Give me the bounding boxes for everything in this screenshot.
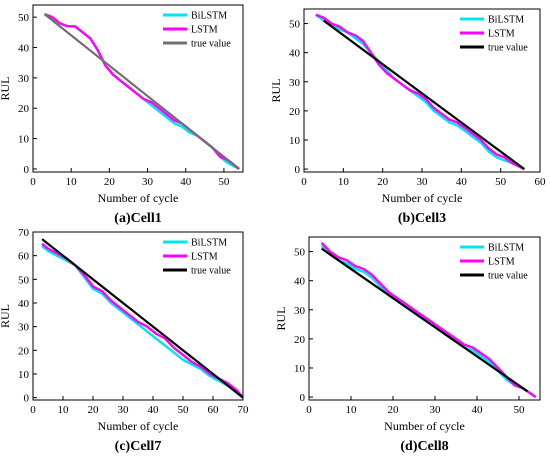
series-line-lstm: [320, 241, 537, 399]
x-tick-label: 60: [208, 404, 220, 416]
x-tick-label: 10: [66, 176, 78, 188]
x-tick-label: 40: [148, 404, 160, 416]
y-tick-label: 70: [18, 227, 30, 239]
x-axis-label: Number of cycle: [98, 419, 179, 433]
series-line-true-value: [323, 19, 525, 170]
y-tick-label: 40: [18, 43, 30, 55]
x-axis-label: Number of cycle: [384, 419, 465, 433]
y-axis-label: RUL: [0, 304, 12, 328]
y-tick-label: 30: [294, 305, 306, 317]
panel-caption: (d)Cell8: [400, 439, 448, 454]
y-tick-label: 0: [24, 164, 30, 176]
x-tick-label: 0: [30, 176, 36, 188]
y-axis-label: RUL: [269, 79, 283, 103]
x-tick-label: 40: [180, 176, 192, 188]
x-tick-label: 30: [118, 404, 130, 416]
y-tick-label: 20: [289, 106, 301, 118]
y-axis-label: RUL: [0, 77, 12, 101]
legend-label: true value: [191, 39, 231, 50]
legend-label: BiLSTM: [191, 238, 227, 249]
x-axis-label: Number of cycle: [98, 191, 179, 205]
y-tick-label: 20: [294, 334, 306, 346]
y-tick-label: 0: [24, 393, 30, 405]
x-tick-label: 10: [338, 176, 350, 188]
chart-panel-3: 0 10 20 30 40 50 60 70 0 10 20 30 40 50 60 70 BiLSTM LSTM…: [0, 227, 249, 454]
x-tick-label: 20: [377, 176, 389, 188]
plot-frame: [32, 231, 244, 401]
y-tick-label: 40: [18, 298, 30, 310]
x-tick-label: 30: [430, 404, 442, 416]
x-tick-label: 40: [456, 176, 468, 188]
series-line-true-value: [43, 13, 240, 170]
y-tick-label: 0: [295, 164, 301, 176]
x-tick-label: 20: [88, 404, 100, 416]
legend-label: BiLSTM: [488, 15, 524, 26]
panel-caption: (a)Cell1: [114, 211, 161, 226]
x-tick-label: 20: [388, 404, 400, 416]
x-tick-label: 70: [238, 404, 250, 416]
legend-label: LSTM: [191, 252, 218, 263]
chart-panel-2: 0 10 20 30 40 50 60 0 10 20 30 40 50 BiLSTM LSTM true v…: [269, 8, 547, 226]
x-tick-label: 0: [306, 404, 312, 416]
series-line-true-value: [41, 238, 244, 399]
series-line-lstm: [315, 13, 525, 171]
chart-panel-1: 0 10 20 30 40 50 0 10 20 30 40 50 BiLSTM LSTM true val…: [0, 4, 244, 226]
y-tick-label: 30: [289, 77, 301, 89]
legend-label: true value: [488, 271, 528, 282]
legend-label: LSTM: [488, 257, 515, 268]
x-tick-label: 30: [142, 176, 154, 188]
y-axis-label: RUL: [274, 307, 288, 331]
x-tick-label: 10: [346, 404, 358, 416]
y-tick-label: 50: [289, 19, 301, 31]
legend-label: true value: [191, 266, 231, 277]
chart-panel-4: 0 10 20 30 40 50 0 10 20 30 40 50 BiLSTM LSTM true val…: [274, 236, 541, 454]
legend-label: BiLSTM: [191, 11, 227, 22]
legend-label: BiLSTM: [488, 243, 524, 254]
y-tick-label: 0: [300, 392, 306, 404]
panel-caption: (b)Cell3: [398, 211, 446, 226]
y-tick-label: 50: [18, 12, 30, 24]
x-tick-label: 20: [104, 176, 116, 188]
x-tick-label: 60: [535, 176, 547, 188]
panel-caption: (c)Cell7: [115, 439, 162, 454]
plot-frame: [32, 4, 244, 173]
y-tick-label: 10: [289, 135, 301, 147]
y-tick-label: 30: [18, 73, 30, 85]
series-line-true-value: [320, 247, 529, 393]
y-tick-label: 40: [294, 276, 306, 288]
legend-label: LSTM: [191, 25, 218, 36]
y-tick-label: 20: [18, 103, 30, 115]
x-tick-label: 40: [472, 404, 484, 416]
y-tick-label: 60: [18, 251, 30, 263]
y-tick-label: 50: [18, 274, 30, 286]
y-tick-label: 40: [289, 48, 301, 60]
x-tick-label: 30: [417, 176, 429, 188]
y-tick-label: 10: [18, 369, 30, 381]
y-tick-label: 30: [18, 322, 30, 334]
plot-frame: [308, 236, 541, 401]
x-tick-label: 0: [301, 176, 307, 188]
x-tick-label: 50: [178, 404, 190, 416]
y-tick-label: 10: [294, 363, 306, 375]
x-tick-label: 50: [514, 404, 526, 416]
x-tick-label: 10: [58, 404, 70, 416]
legend-label: true value: [488, 43, 528, 54]
y-tick-label: 50: [294, 247, 306, 259]
x-tick-label: 0: [30, 404, 36, 416]
x-axis-label: Number of cycle: [382, 191, 463, 205]
y-tick-label: 20: [18, 345, 30, 357]
x-tick-label: 50: [495, 176, 507, 188]
y-tick-label: 10: [18, 134, 30, 146]
legend-label: LSTM: [488, 29, 515, 40]
x-tick-label: 50: [218, 176, 230, 188]
